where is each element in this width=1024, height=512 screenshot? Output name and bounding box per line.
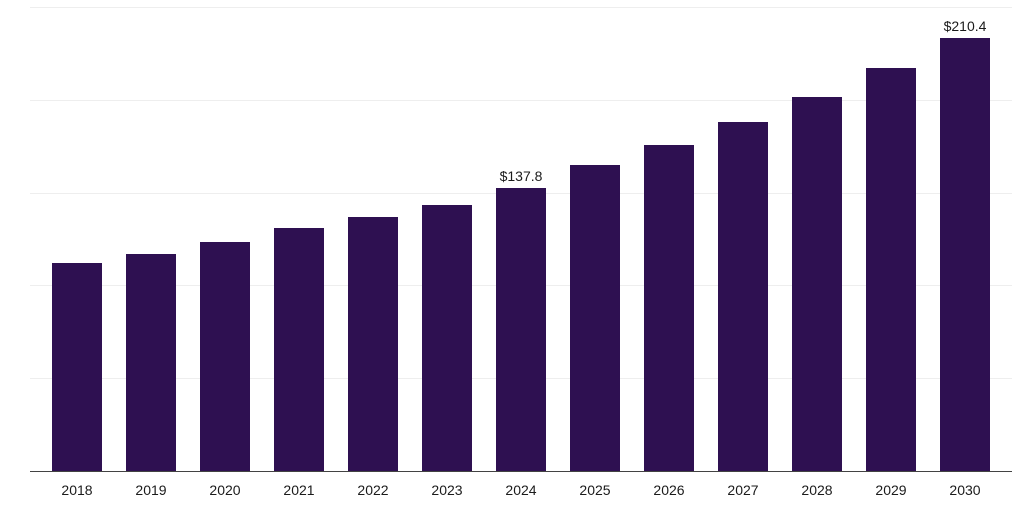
bar-slot xyxy=(188,8,262,472)
x-axis-label: 2019 xyxy=(114,472,188,512)
bar xyxy=(718,122,768,472)
bars-container: $137.8 $210.4 xyxy=(30,8,1012,472)
bar xyxy=(866,68,916,472)
bar-slot xyxy=(558,8,632,472)
bar: $210.4 xyxy=(940,38,990,472)
bar xyxy=(348,217,398,472)
x-axis-label: 2029 xyxy=(854,472,928,512)
bar-slot xyxy=(114,8,188,472)
x-axis-label: 2022 xyxy=(336,472,410,512)
bar xyxy=(52,263,102,472)
bar: $137.8 xyxy=(496,188,546,472)
bar-slot xyxy=(336,8,410,472)
bar xyxy=(422,205,472,472)
bar-slot xyxy=(410,8,484,472)
bar xyxy=(200,242,250,472)
bar xyxy=(274,228,324,472)
bar-slot: $210.4 xyxy=(928,8,1002,472)
x-axis-label: 2025 xyxy=(558,472,632,512)
bar xyxy=(570,165,620,472)
bar xyxy=(644,145,694,472)
bar-slot xyxy=(40,8,114,472)
bar-chart: $137.8$210.4 201820192020202120222023202… xyxy=(0,0,1024,512)
x-axis-label: 2021 xyxy=(262,472,336,512)
bar-value-label: $137.8 xyxy=(500,168,543,184)
x-axis-label: 2018 xyxy=(40,472,114,512)
x-axis-label: 2020 xyxy=(188,472,262,512)
bar-slot: $137.8 xyxy=(484,8,558,472)
x-axis-label: 2024 xyxy=(484,472,558,512)
x-axis-label: 2027 xyxy=(706,472,780,512)
bar-slot xyxy=(780,8,854,472)
bar xyxy=(126,254,176,472)
x-axis-label: 2030 xyxy=(928,472,1002,512)
bar-slot xyxy=(262,8,336,472)
bar-slot xyxy=(632,8,706,472)
plot-area: $137.8 $210.4 xyxy=(30,8,1012,472)
bar-slot xyxy=(854,8,928,472)
bar xyxy=(792,97,842,472)
x-axis-labels: 2018201920202021202220232024202520262027… xyxy=(30,472,1012,512)
bar-value-label: $210.4 xyxy=(944,18,987,34)
bar-slot xyxy=(706,8,780,472)
x-axis-label: 2023 xyxy=(410,472,484,512)
x-axis-label: 2028 xyxy=(780,472,854,512)
x-axis-label: 2026 xyxy=(632,472,706,512)
